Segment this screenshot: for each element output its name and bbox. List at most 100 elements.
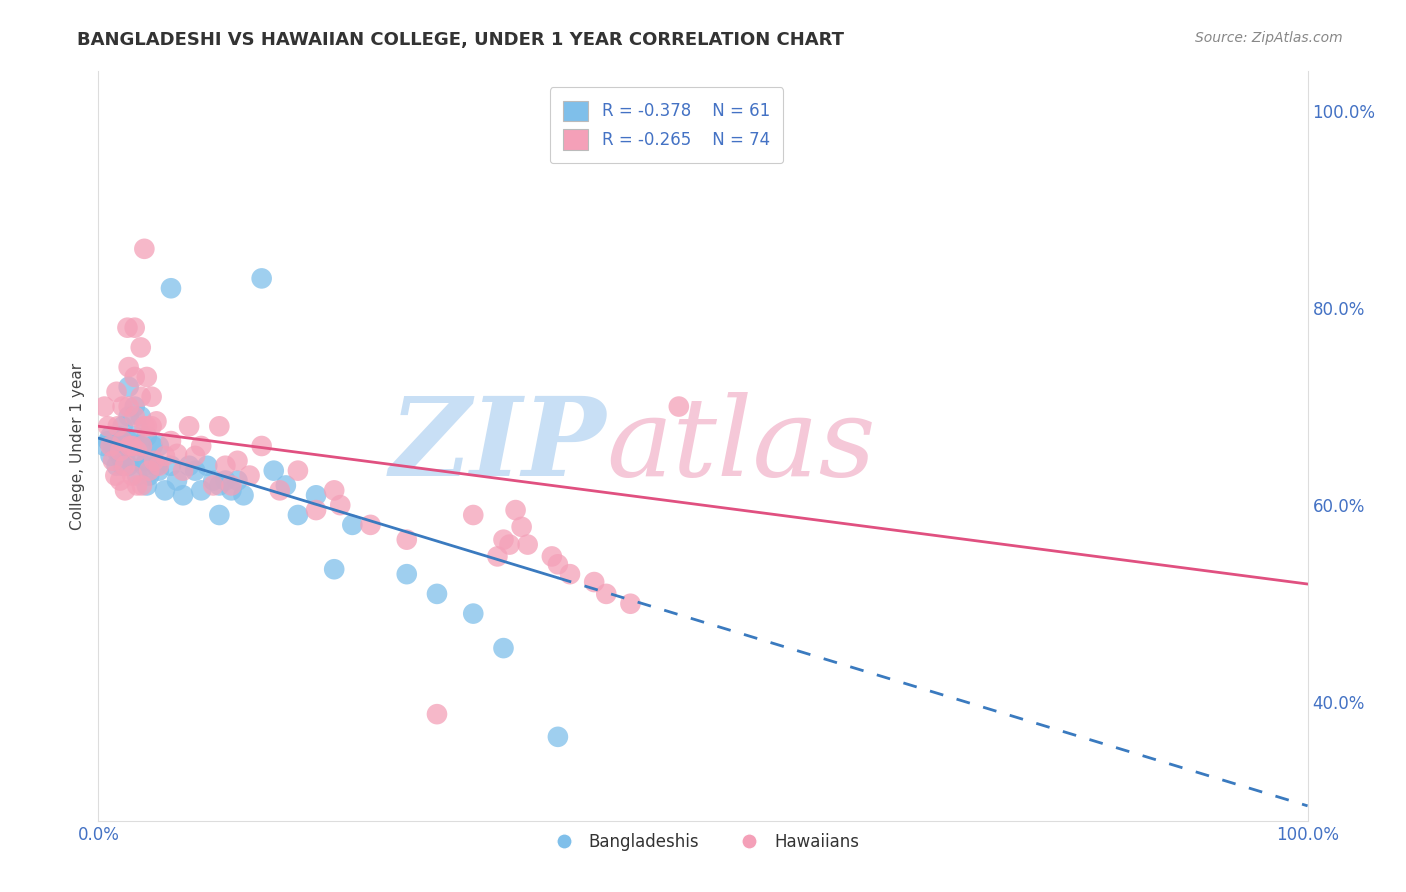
- Point: [395, 567, 418, 582]
- Point: [118, 434, 141, 448]
- Point: [426, 587, 449, 601]
- Text: ZIP: ZIP: [389, 392, 606, 500]
- Point: [121, 439, 143, 453]
- Point: [127, 468, 149, 483]
- Point: [492, 641, 515, 656]
- Point: [221, 483, 243, 498]
- Point: [117, 320, 139, 334]
- Point: [395, 533, 418, 547]
- Point: [118, 409, 141, 424]
- Point: [166, 474, 188, 488]
- Point: [190, 483, 212, 498]
- Point: [232, 488, 254, 502]
- Point: [668, 400, 690, 414]
- Point: [141, 419, 163, 434]
- Point: [547, 558, 569, 572]
- Point: [195, 458, 218, 473]
- Text: atlas: atlas: [606, 392, 876, 500]
- Point: [93, 439, 115, 453]
- Point: [138, 464, 160, 478]
- Point: [141, 390, 163, 404]
- Point: [142, 439, 165, 453]
- Point: [105, 444, 128, 458]
- Point: [202, 478, 225, 492]
- Point: [153, 449, 176, 463]
- Point: [287, 464, 309, 478]
- Point: [160, 434, 183, 448]
- Point: [127, 478, 149, 492]
- Point: [208, 508, 231, 522]
- Point: [105, 458, 128, 473]
- Point: [124, 429, 146, 443]
- Point: [93, 400, 115, 414]
- Legend: Bangladeshis, Hawaiians: Bangladeshis, Hawaiians: [540, 826, 866, 857]
- Text: Source: ZipAtlas.com: Source: ZipAtlas.com: [1195, 31, 1343, 45]
- Point: [135, 478, 157, 492]
- Point: [505, 503, 527, 517]
- Point: [214, 458, 236, 473]
- Point: [510, 520, 533, 534]
- Point: [305, 503, 328, 517]
- Point: [134, 458, 156, 473]
- Point: [111, 434, 134, 448]
- Point: [426, 707, 449, 722]
- Point: [131, 478, 153, 492]
- Point: [124, 454, 146, 468]
- Point: [179, 419, 201, 434]
- Point: [160, 281, 183, 295]
- Point: [101, 454, 124, 468]
- Point: [135, 370, 157, 384]
- Point: [145, 458, 167, 473]
- Point: [558, 567, 581, 582]
- Point: [104, 468, 127, 483]
- Point: [135, 429, 157, 443]
- Point: [342, 517, 364, 532]
- Point: [143, 454, 166, 468]
- Point: [100, 439, 122, 453]
- Point: [305, 488, 328, 502]
- Point: [111, 439, 134, 453]
- Point: [124, 400, 146, 414]
- Point: [179, 458, 201, 473]
- Point: [153, 483, 176, 498]
- Point: [108, 474, 131, 488]
- Point: [148, 458, 170, 473]
- Point: [583, 575, 606, 590]
- Point: [250, 271, 273, 285]
- Point: [619, 597, 641, 611]
- Point: [202, 474, 225, 488]
- Point: [118, 360, 141, 375]
- Point: [129, 340, 152, 354]
- Point: [184, 449, 207, 463]
- Point: [540, 549, 562, 564]
- Point: [111, 458, 134, 473]
- Point: [463, 508, 485, 522]
- Point: [124, 320, 146, 334]
- Point: [108, 444, 131, 458]
- Point: [111, 400, 134, 414]
- Point: [121, 468, 143, 483]
- Point: [129, 439, 152, 453]
- Point: [214, 474, 236, 488]
- Point: [148, 464, 170, 478]
- Point: [134, 419, 156, 434]
- Point: [105, 384, 128, 399]
- Point: [239, 468, 262, 483]
- Point: [274, 478, 297, 492]
- Point: [111, 419, 134, 434]
- Point: [131, 439, 153, 453]
- Point: [118, 439, 141, 453]
- Point: [114, 449, 136, 463]
- Point: [100, 429, 122, 443]
- Point: [108, 429, 131, 443]
- Point: [97, 419, 120, 434]
- Point: [101, 439, 124, 453]
- Point: [221, 478, 243, 492]
- Point: [148, 439, 170, 453]
- Point: [138, 468, 160, 483]
- Point: [166, 447, 188, 461]
- Point: [100, 449, 122, 463]
- Point: [184, 464, 207, 478]
- Point: [118, 458, 141, 473]
- Point: [145, 414, 167, 428]
